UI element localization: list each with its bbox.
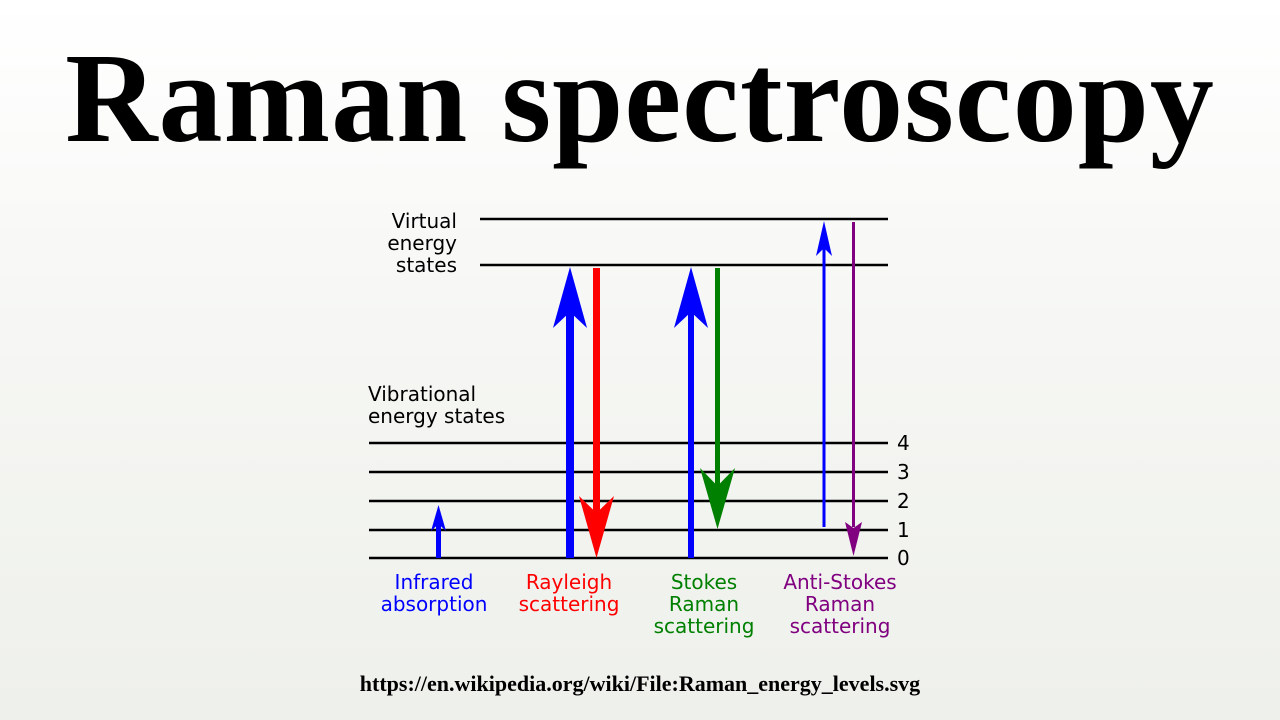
anti-stokes-label-line-1: Anti-Stokes — [783, 570, 896, 594]
level-number-0: 0 — [897, 546, 910, 570]
rayleigh-scattering-arrow — [579, 268, 614, 558]
level-number-3: 3 — [897, 460, 910, 484]
anti-stokes-label-line-3: scattering — [790, 614, 891, 638]
rayleigh-label-line-2: scattering — [519, 592, 620, 616]
vibrational-states-label-line-1: Vibrational — [368, 382, 476, 406]
level-number-4: 4 — [897, 431, 910, 455]
stokes-label-line-1: Stokes — [671, 570, 737, 594]
infrared-label-line-1: Infrared — [395, 570, 474, 594]
page-title: Raman spectroscopy — [65, 27, 1215, 169]
level-number-1: 1 — [897, 518, 910, 542]
stokes-label-line-2: Raman — [669, 592, 739, 616]
virtual-states-label-line-2: energy — [387, 231, 457, 255]
level-number-2: 2 — [897, 489, 910, 513]
rayleigh-label-line-1: Rayleigh — [526, 570, 612, 594]
source-url[interactable]: https://en.wikipedia.org/wiki/File:Raman… — [359, 671, 921, 696]
anti-stokes-excitation-arrow — [816, 221, 832, 527]
rayleigh-excitation-arrow — [553, 267, 587, 558]
virtual-states-label-line-1: Virtual — [392, 209, 457, 233]
vibrational-states-label-line-2: energy states — [368, 404, 505, 428]
infrared-absorption-arrow — [431, 505, 446, 558]
virtual-states-label-line-3: states — [396, 253, 457, 277]
stokes-excitation-arrow — [674, 267, 708, 558]
infrared-label-line-2: absorption — [381, 592, 488, 616]
stokes-scattering-arrow — [700, 268, 735, 529]
anti-stokes-scattering-arrow — [845, 222, 862, 556]
anti-stokes-label-line-2: Raman — [805, 592, 875, 616]
stokes-label-line-3: scattering — [654, 614, 755, 638]
